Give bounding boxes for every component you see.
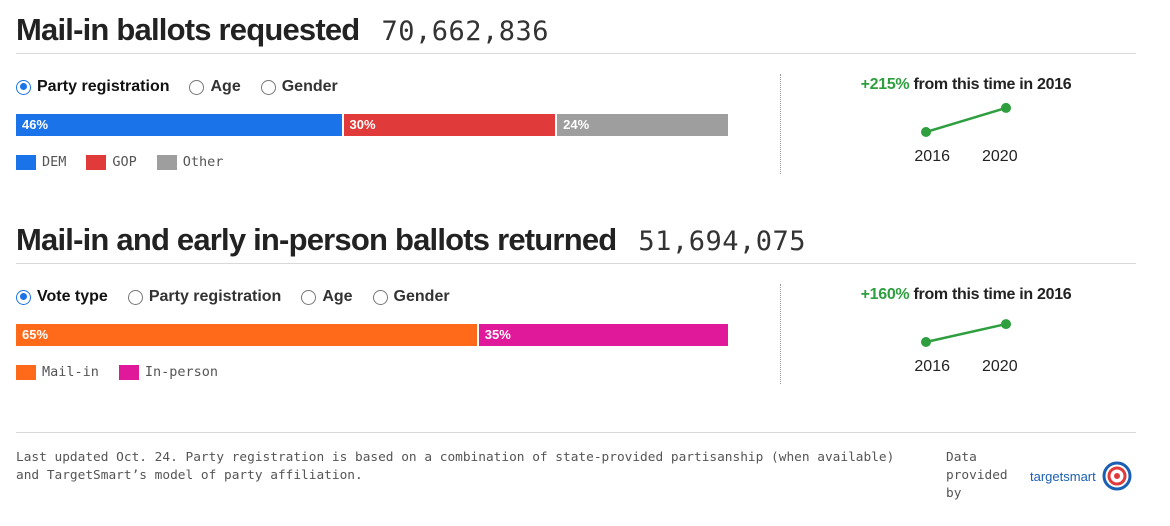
legend-swatch <box>156 154 177 170</box>
bar-segment-mail-in: 65% <box>16 324 479 346</box>
bar-data-label: 35% <box>484 327 511 342</box>
legend-item: Mail-in <box>16 364 99 380</box>
data-credit: Data provided by targetsmart <box>946 449 1132 503</box>
spark-point-2020 <box>1001 102 1011 113</box>
spark-line <box>925 322 1007 344</box>
change-text: +215% from this time in 2016 <box>806 76 1126 94</box>
legend: DEM GOP Other <box>16 154 728 170</box>
section-title: Mail-in ballots requested <box>16 12 360 47</box>
radio-party-registration[interactable]: Party registration <box>127 288 282 306</box>
radio-empty-icon <box>372 289 388 305</box>
legend-label: Mail-in <box>42 364 99 380</box>
legend-swatch <box>16 364 36 380</box>
bar-data-label: 46% <box>22 117 49 132</box>
sparkline <box>921 319 1011 347</box>
bar-data-label: 24% <box>563 117 590 132</box>
change-percent: +215% <box>860 76 910 93</box>
change-panel: +215% from this time in 2016 2016 2020 <box>806 76 1126 166</box>
radio-label: Gender <box>393 288 450 305</box>
footnote: Last updated Oct. 24. Party registration… <box>16 450 895 483</box>
radio-gender[interactable]: Gender <box>260 78 338 96</box>
legend-item: GOP <box>86 154 137 170</box>
legend-item: In-person <box>118 364 219 380</box>
legend-label: DEM <box>42 154 67 170</box>
bar-segment-dem: 46% <box>16 114 344 136</box>
bar-data-label: 30% <box>349 117 376 132</box>
year-label: 2016 <box>914 358 950 375</box>
breakdown-radio-group: Party registration Age Gender <box>16 76 728 98</box>
bar-segment-other: 24% <box>557 114 728 136</box>
divider <box>780 74 781 174</box>
radio-label: Vote type <box>37 288 108 305</box>
radio-age[interactable]: Age <box>301 288 353 306</box>
radio-label: Party registration <box>148 288 282 305</box>
year-label: 2020 <box>982 148 1018 165</box>
radio-selected-icon <box>16 79 31 95</box>
section-title: Mail-in and early in-person ballots retu… <box>16 222 617 257</box>
radio-vote-type[interactable]: Vote type <box>16 288 108 306</box>
breakdown-radio-group: Vote type Party registration Age Gender <box>16 286 728 308</box>
footer: Last updated Oct. 24. Party registration… <box>16 432 1136 503</box>
radio-empty-icon <box>301 289 317 305</box>
section-header: Mail-in and early in-person ballots retu… <box>16 222 1136 264</box>
spark-point-2016 <box>921 337 931 347</box>
radio-empty-icon <box>127 289 143 305</box>
section-ballots-returned: Mail-in and early in-person ballots retu… <box>16 222 1136 414</box>
legend-item: Other <box>156 154 224 170</box>
radio-empty-icon <box>189 79 205 95</box>
change-label: from this time in 2016 <box>909 286 1072 303</box>
section-total: 51,694,075 <box>638 226 806 257</box>
radio-label: Party registration <box>37 78 170 95</box>
stacked-bar: 65% 35% <box>16 324 728 346</box>
legend-label: GOP <box>112 154 137 170</box>
credit-label: Data provided by <box>946 450 1008 501</box>
radio-label: Gender <box>281 78 338 95</box>
bar-data-label: 65% <box>22 327 49 342</box>
legend: Mail-in In-person <box>16 364 728 380</box>
sparkline <box>921 102 1011 137</box>
radio-party-registration[interactable]: Party registration <box>16 78 169 96</box>
section-header: Mail-in ballots requested 70,662,836 <box>16 12 1136 54</box>
change-percent: +160% <box>860 286 910 303</box>
legend-item: DEM <box>16 154 66 170</box>
radio-empty-icon <box>260 79 276 95</box>
legend-swatch <box>86 154 107 170</box>
radio-age[interactable]: Age <box>189 78 241 96</box>
change-panel: +160% from this time in 2016 2016 2020 <box>806 286 1126 376</box>
radio-label: Age <box>210 78 241 95</box>
spark-point-2020 <box>1001 319 1011 330</box>
legend-swatch <box>118 364 139 380</box>
divider <box>780 284 781 384</box>
brand-name[interactable]: targetsmart <box>1030 468 1096 484</box>
legend-swatch <box>16 154 36 170</box>
bar-segment-in-person: 35% <box>478 324 728 346</box>
year-label: 2016 <box>914 148 950 165</box>
stacked-bar: 46% 30% 24% <box>16 114 728 136</box>
radio-selected-icon <box>16 289 31 305</box>
change-label: from this time in 2016 <box>909 76 1072 93</box>
target-logo-icon <box>1102 461 1132 491</box>
radio-label: Age <box>322 288 353 305</box>
legend-label: In-person <box>144 364 219 380</box>
section-ballots-requested: Mail-in ballots requested 70,662,836 Par… <box>16 12 1136 204</box>
change-text: +160% from this time in 2016 <box>806 286 1126 304</box>
radio-gender[interactable]: Gender <box>372 288 450 306</box>
bar-segment-gop: 30% <box>343 114 558 136</box>
year-label: 2020 <box>982 358 1018 375</box>
spark-point-2016 <box>921 127 931 137</box>
section-total: 70,662,836 <box>381 16 550 47</box>
spark-line <box>925 106 1007 134</box>
legend-label: Other <box>182 154 224 170</box>
